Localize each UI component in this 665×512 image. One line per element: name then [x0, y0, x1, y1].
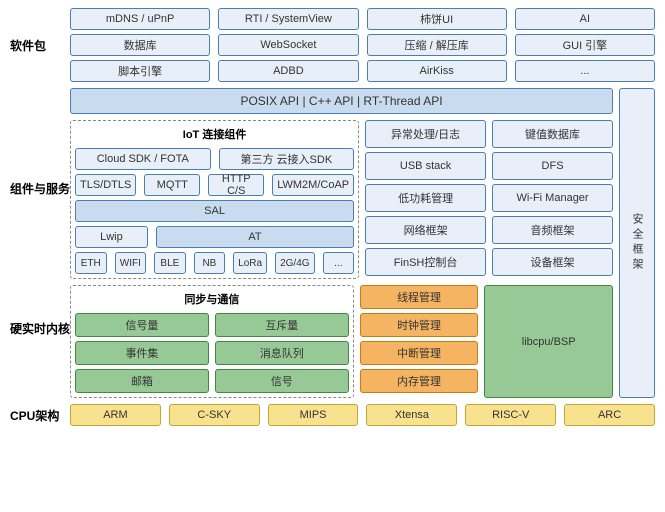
- block: USB stack: [365, 152, 486, 180]
- row-label-pkg: 软件包: [10, 8, 70, 82]
- block: LWM2M/CoAP: [272, 174, 354, 196]
- row-label-cpu: CPU架构: [10, 404, 70, 426]
- block: NB: [194, 252, 226, 274]
- block: BLE: [154, 252, 186, 274]
- block: 网络框架: [365, 216, 486, 244]
- block: Cloud SDK / FOTA: [75, 148, 211, 170]
- libcpu-block: libcpu/BSP: [484, 285, 613, 398]
- block: RISC-V: [465, 404, 556, 426]
- block: 互斥量: [215, 313, 349, 337]
- api-bar: POSIX API | C++ API | RT-Thread API: [70, 88, 613, 114]
- block: MIPS: [268, 404, 359, 426]
- block: HTTP C/S: [208, 174, 264, 196]
- block: ETH: [75, 252, 107, 274]
- block: AT: [156, 226, 354, 248]
- block: DFS: [492, 152, 613, 180]
- block: 低功耗管理: [365, 184, 486, 212]
- block: ARC: [564, 404, 655, 426]
- block: WIFI: [115, 252, 147, 274]
- block: Xtensa: [366, 404, 457, 426]
- block: AirKiss: [367, 60, 507, 82]
- block: 设备框架: [492, 248, 613, 276]
- block: 柿饼UI: [367, 8, 507, 30]
- block: Lwip: [75, 226, 148, 248]
- block: 线程管理: [360, 285, 479, 309]
- block: 脚本引擎: [70, 60, 210, 82]
- block: 键值数据库: [492, 120, 613, 148]
- block: WebSocket: [218, 34, 358, 56]
- block: C-SKY: [169, 404, 260, 426]
- block: RTI / SystemView: [218, 8, 358, 30]
- block: 内存管理: [360, 369, 479, 393]
- block: 压缩 / 解压库: [367, 34, 507, 56]
- block: ...: [323, 252, 355, 274]
- block: 异常处理/日志: [365, 120, 486, 148]
- block: 消息队列: [215, 341, 349, 365]
- block: ARM: [70, 404, 161, 426]
- block: 数据库: [70, 34, 210, 56]
- block: 2G/4G: [275, 252, 314, 274]
- block: 信号量: [75, 313, 209, 337]
- sync-group: 同步与通信信号量事件集邮箱互斥量消息队列信号: [70, 285, 354, 398]
- block: 第三方 云接入SDK: [219, 148, 355, 170]
- block: ADBD: [218, 60, 358, 82]
- block: TLS/DTLS: [75, 174, 136, 196]
- block: 事件集: [75, 341, 209, 365]
- block: GUI 引擎: [515, 34, 655, 56]
- block: 邮箱: [75, 369, 209, 393]
- block: 时钟管理: [360, 313, 479, 337]
- block: 信号: [215, 369, 349, 393]
- block: LoRa: [233, 252, 267, 274]
- security-block: 安全框架: [619, 88, 655, 398]
- block: ...: [515, 60, 655, 82]
- block: 中断管理: [360, 341, 479, 365]
- block: 音频框架: [492, 216, 613, 244]
- block: Wi-Fi Manager: [492, 184, 613, 212]
- row-label-comp: 组件与服务: [10, 118, 70, 258]
- block: MQTT: [144, 174, 200, 196]
- block: FinSH控制台: [365, 248, 486, 276]
- block: mDNS / uPnP: [70, 8, 210, 30]
- row-label-kernel: 硬实时内核: [10, 258, 70, 398]
- block: SAL: [75, 200, 354, 222]
- block: AI: [515, 8, 655, 30]
- iot-group: IoT 连接组件Cloud SDK / FOTA第三方 云接入SDKTLS/DT…: [70, 120, 359, 279]
